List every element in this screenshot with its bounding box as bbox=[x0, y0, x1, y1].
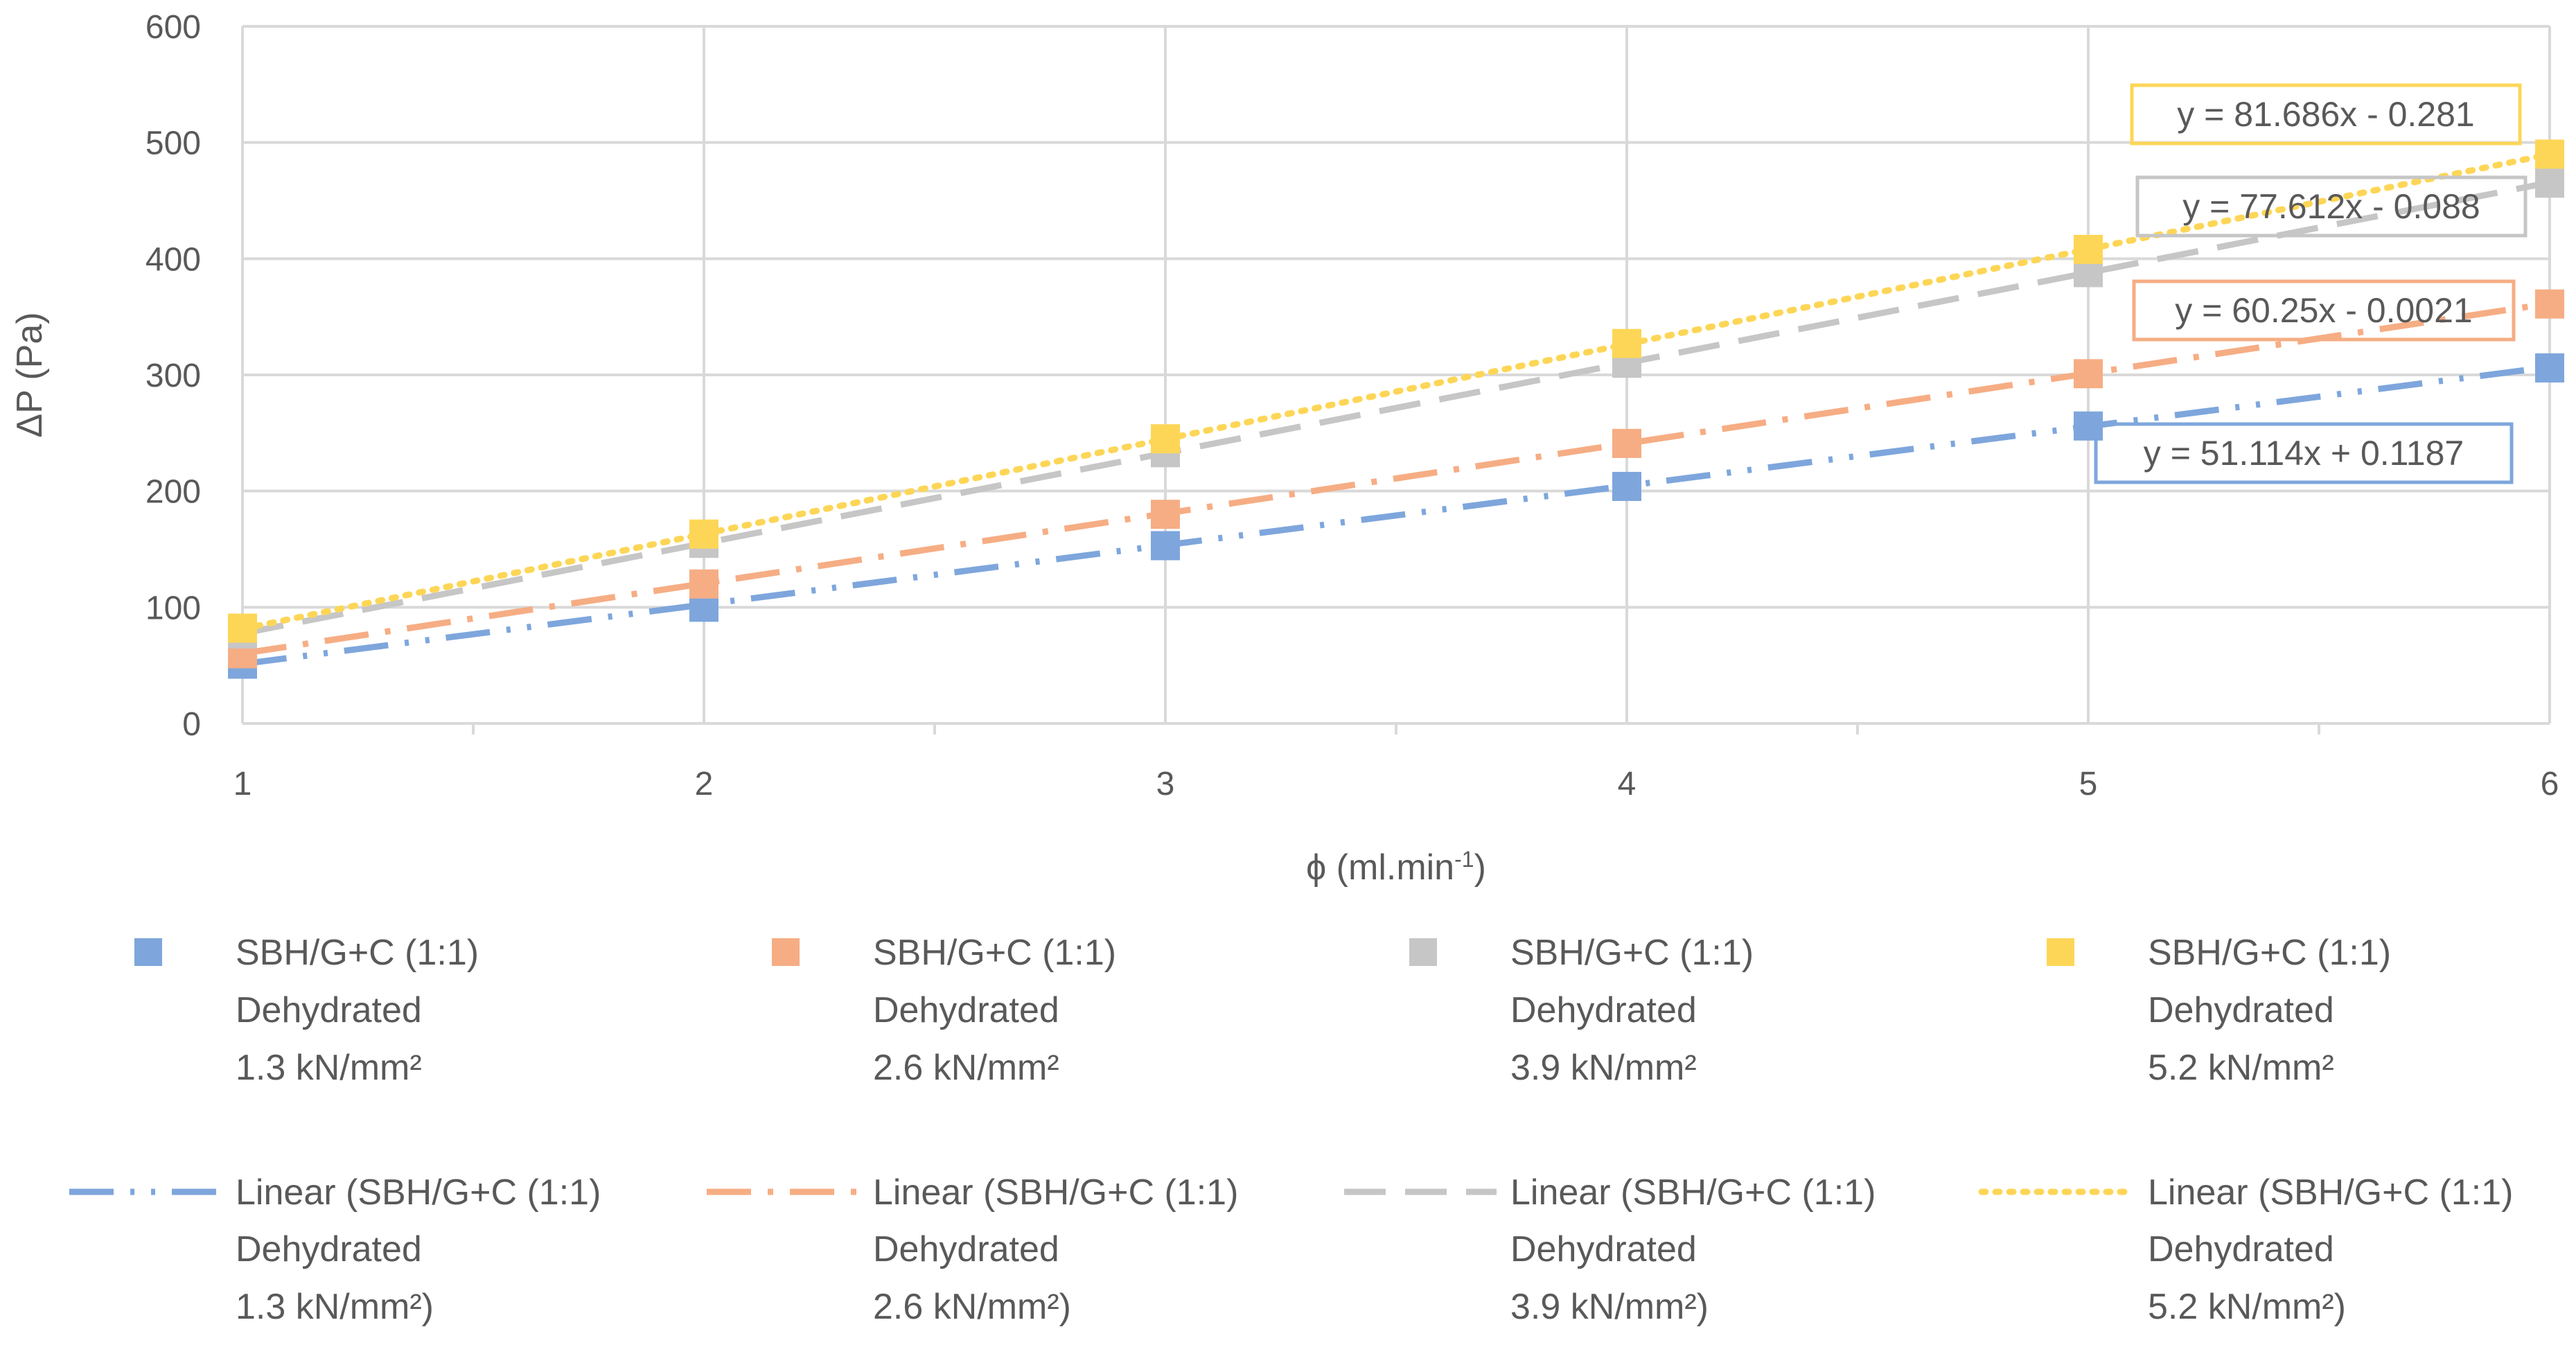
x-axis-title-suffix: ) bbox=[1474, 847, 1486, 888]
trendline bbox=[242, 364, 2550, 667]
trendline-equation: y = 77.612x - 0.088 bbox=[2182, 187, 2480, 226]
legend-trend-label: Dehydrated bbox=[2148, 1229, 2334, 1269]
x-tick-label: 6 bbox=[2541, 766, 2559, 802]
y-tick-label: 400 bbox=[145, 241, 201, 278]
equation-box bbox=[2130, 83, 2522, 146]
legend-label: SBH/G+C (1:1) bbox=[236, 933, 479, 973]
equation-box bbox=[2132, 279, 2516, 342]
data-point bbox=[2535, 289, 2564, 319]
legend: SBH/G+C (1:1) Dehydrated 1.3 kN/mm² Linear … bbox=[69, 933, 2513, 1327]
data-point bbox=[1612, 428, 1641, 458]
legend-trend-label: 1.3 kN/mm²) bbox=[236, 1287, 434, 1327]
legend-marker bbox=[1409, 938, 1437, 966]
y-tick-label: 600 bbox=[145, 9, 201, 46]
trendline bbox=[242, 179, 2550, 637]
data-point bbox=[2535, 139, 2564, 169]
legend-label: Dehydrated bbox=[2148, 990, 2334, 1030]
data-point bbox=[2074, 234, 2103, 264]
x-tick-label: 3 bbox=[1156, 766, 1175, 802]
y-axis-title: ΔP (Pa) bbox=[10, 312, 50, 437]
trendline bbox=[239, 151, 2553, 633]
legend-label: SBH/G+C (1:1) bbox=[873, 933, 1116, 973]
legend-marker bbox=[134, 938, 162, 966]
x-tick-label: 2 bbox=[695, 766, 714, 802]
legend-marker bbox=[772, 938, 800, 966]
y-tick-label: 500 bbox=[145, 125, 201, 162]
legend-trend-label: Linear (SBH/G+C (1:1) bbox=[1510, 1172, 1876, 1213]
legend-label: Dehydrated bbox=[1510, 990, 1697, 1030]
data-point bbox=[1612, 328, 1641, 358]
trendlines bbox=[239, 151, 2553, 667]
legend-trend-label: Linear (SBH/G+C (1:1) bbox=[873, 1172, 1238, 1213]
legend-trend-label: Dehydrated bbox=[1510, 1229, 1697, 1269]
data-points bbox=[228, 139, 2564, 679]
legend-marker bbox=[2047, 938, 2074, 966]
x-tick-label: 4 bbox=[1618, 766, 1637, 802]
legend-label: 2.6 kN/mm² bbox=[873, 1048, 1059, 1088]
legend-label: Dehydrated bbox=[873, 990, 1059, 1030]
legend-trend-label: 2.6 kN/mm²) bbox=[873, 1287, 1071, 1327]
legend-trend-label: Dehydrated bbox=[236, 1229, 422, 1269]
legend-trend-label: Linear (SBH/G+C (1:1) bbox=[236, 1172, 601, 1213]
data-point bbox=[2535, 168, 2564, 198]
legend-label: 3.9 kN/mm² bbox=[1510, 1048, 1697, 1088]
trendline-equation: y = 81.686x - 0.281 bbox=[2177, 95, 2474, 134]
legend-label: SBH/G+C (1:1) bbox=[1510, 933, 1754, 973]
y-tick-label: 200 bbox=[145, 474, 201, 511]
y-tick-label: 300 bbox=[145, 358, 201, 394]
legend-label: 5.2 kN/mm² bbox=[2148, 1048, 2334, 1088]
x-axis-title-superscript: -1 bbox=[1454, 847, 1474, 872]
legend-trend-label: Dehydrated bbox=[873, 1229, 1059, 1269]
trendline-equation: y = 51.114x + 0.1187 bbox=[2144, 434, 2464, 473]
x-axis-title-main: ϕ (ml.min bbox=[1306, 847, 1454, 888]
trendline-equation: y = 60.25x - 0.0021 bbox=[2175, 291, 2472, 330]
x-tick-label: 5 bbox=[2079, 766, 2098, 802]
data-point bbox=[1151, 500, 1180, 529]
data-point bbox=[2074, 411, 2103, 441]
data-point bbox=[1151, 531, 1180, 561]
legend-label: SBH/G+C (1:1) bbox=[2148, 933, 2391, 973]
y-tick-label: 0 bbox=[182, 706, 201, 743]
data-point bbox=[1612, 471, 1641, 501]
data-point bbox=[689, 569, 718, 599]
equation-box bbox=[2135, 175, 2528, 238]
data-point bbox=[2074, 359, 2103, 389]
x-axis-title: ϕ (ml.min-1) bbox=[1306, 847, 1486, 888]
legend-trend-label: 5.2 kN/mm²) bbox=[2148, 1287, 2346, 1327]
trendline bbox=[242, 300, 2550, 657]
legend-label: Dehydrated bbox=[236, 990, 422, 1030]
data-point bbox=[228, 613, 257, 643]
data-point bbox=[2535, 353, 2564, 383]
y-tick-label: 100 bbox=[145, 590, 201, 626]
legend-trend-label: 3.9 kN/mm²) bbox=[1510, 1287, 1709, 1327]
x-tick-label: 1 bbox=[233, 766, 252, 802]
equation-labels: y = 51.114x + 0.1187 y = 60.25x - 0.0021 y… bbox=[2094, 83, 2528, 484]
data-point bbox=[1151, 424, 1180, 454]
data-point bbox=[689, 519, 718, 549]
axes: 0 100 200 300 400 500 600 1 2 3 4 5 6 ΔP (Pa) ϕ (ml.mi… bbox=[10, 9, 2559, 888]
legend-trend-label: Linear (SBH/G+C (1:1) bbox=[2148, 1172, 2513, 1213]
legend-label: 1.3 kN/mm² bbox=[236, 1048, 422, 1088]
equation-box bbox=[2094, 422, 2514, 484]
